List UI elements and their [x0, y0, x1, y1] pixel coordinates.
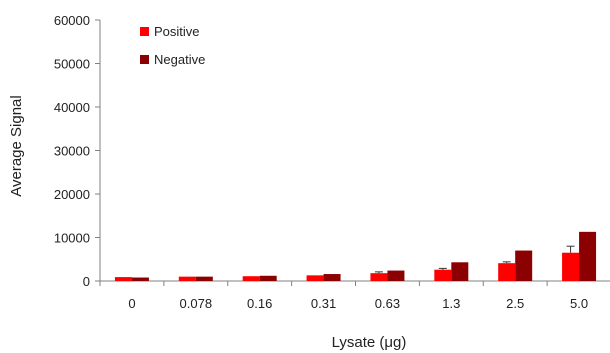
legend-label-negative: Negative [154, 52, 205, 67]
y-tick-label: 0 [83, 274, 90, 289]
bar-negative-2.5 [515, 250, 533, 281]
bar-negative-0.63 [387, 270, 405, 281]
bar-positive-0.31 [306, 275, 324, 281]
bar-positive-0.16 [242, 276, 260, 281]
y-tick-label: 10000 [54, 231, 90, 246]
bar-positive-0.078 [178, 276, 196, 281]
bar-positive-1.3 [434, 269, 452, 281]
bar-negative-1.3 [451, 262, 469, 281]
y-axis-title: Average Signal [8, 95, 25, 196]
bar-negative-5.0 [579, 231, 597, 281]
bar-positive-5.0 [562, 252, 580, 281]
legend: Positive Negative [140, 24, 205, 67]
y-tick-label: 50000 [54, 57, 90, 72]
x-tick-label: 0.63 [375, 296, 400, 311]
x-axis: 0 0.078 0.16 0.31 0.63 1.3 2.5 5.0 [99, 280, 610, 311]
y-axis: 0 10000 20000 30000 40000 50000 60000 [54, 13, 101, 289]
x-axis-title: Lysate (μg) [332, 334, 407, 351]
y-tick-label: 60000 [54, 13, 90, 28]
bar-negative-0.31 [323, 274, 341, 281]
bar-positive-0.63 [370, 273, 388, 281]
x-tick-label: 0 [128, 296, 135, 311]
legend-swatch-negative [140, 55, 149, 64]
x-tick-label: 5.0 [570, 296, 588, 311]
x-tick-label: 2.5 [506, 296, 524, 311]
y-tick-label: 40000 [54, 100, 90, 115]
bar-positive-0 [114, 277, 132, 281]
x-tick-label: 0.31 [311, 296, 336, 311]
bar-negative-0.16 [259, 275, 277, 281]
y-tick-label: 30000 [54, 144, 90, 159]
legend-swatch-positive [140, 27, 149, 36]
error-bars [374, 245, 575, 274]
legend-label-positive: Positive [154, 24, 200, 39]
x-tick-label: 0.078 [180, 296, 213, 311]
bar-positive-2.5 [498, 263, 516, 281]
bars [114, 231, 597, 281]
bar-negative-0 [131, 277, 149, 281]
x-tick-label: 1.3 [442, 296, 460, 311]
bar-negative-0.078 [195, 276, 213, 281]
y-tick-label: 20000 [54, 187, 90, 202]
x-tick-label: 0.16 [247, 296, 272, 311]
